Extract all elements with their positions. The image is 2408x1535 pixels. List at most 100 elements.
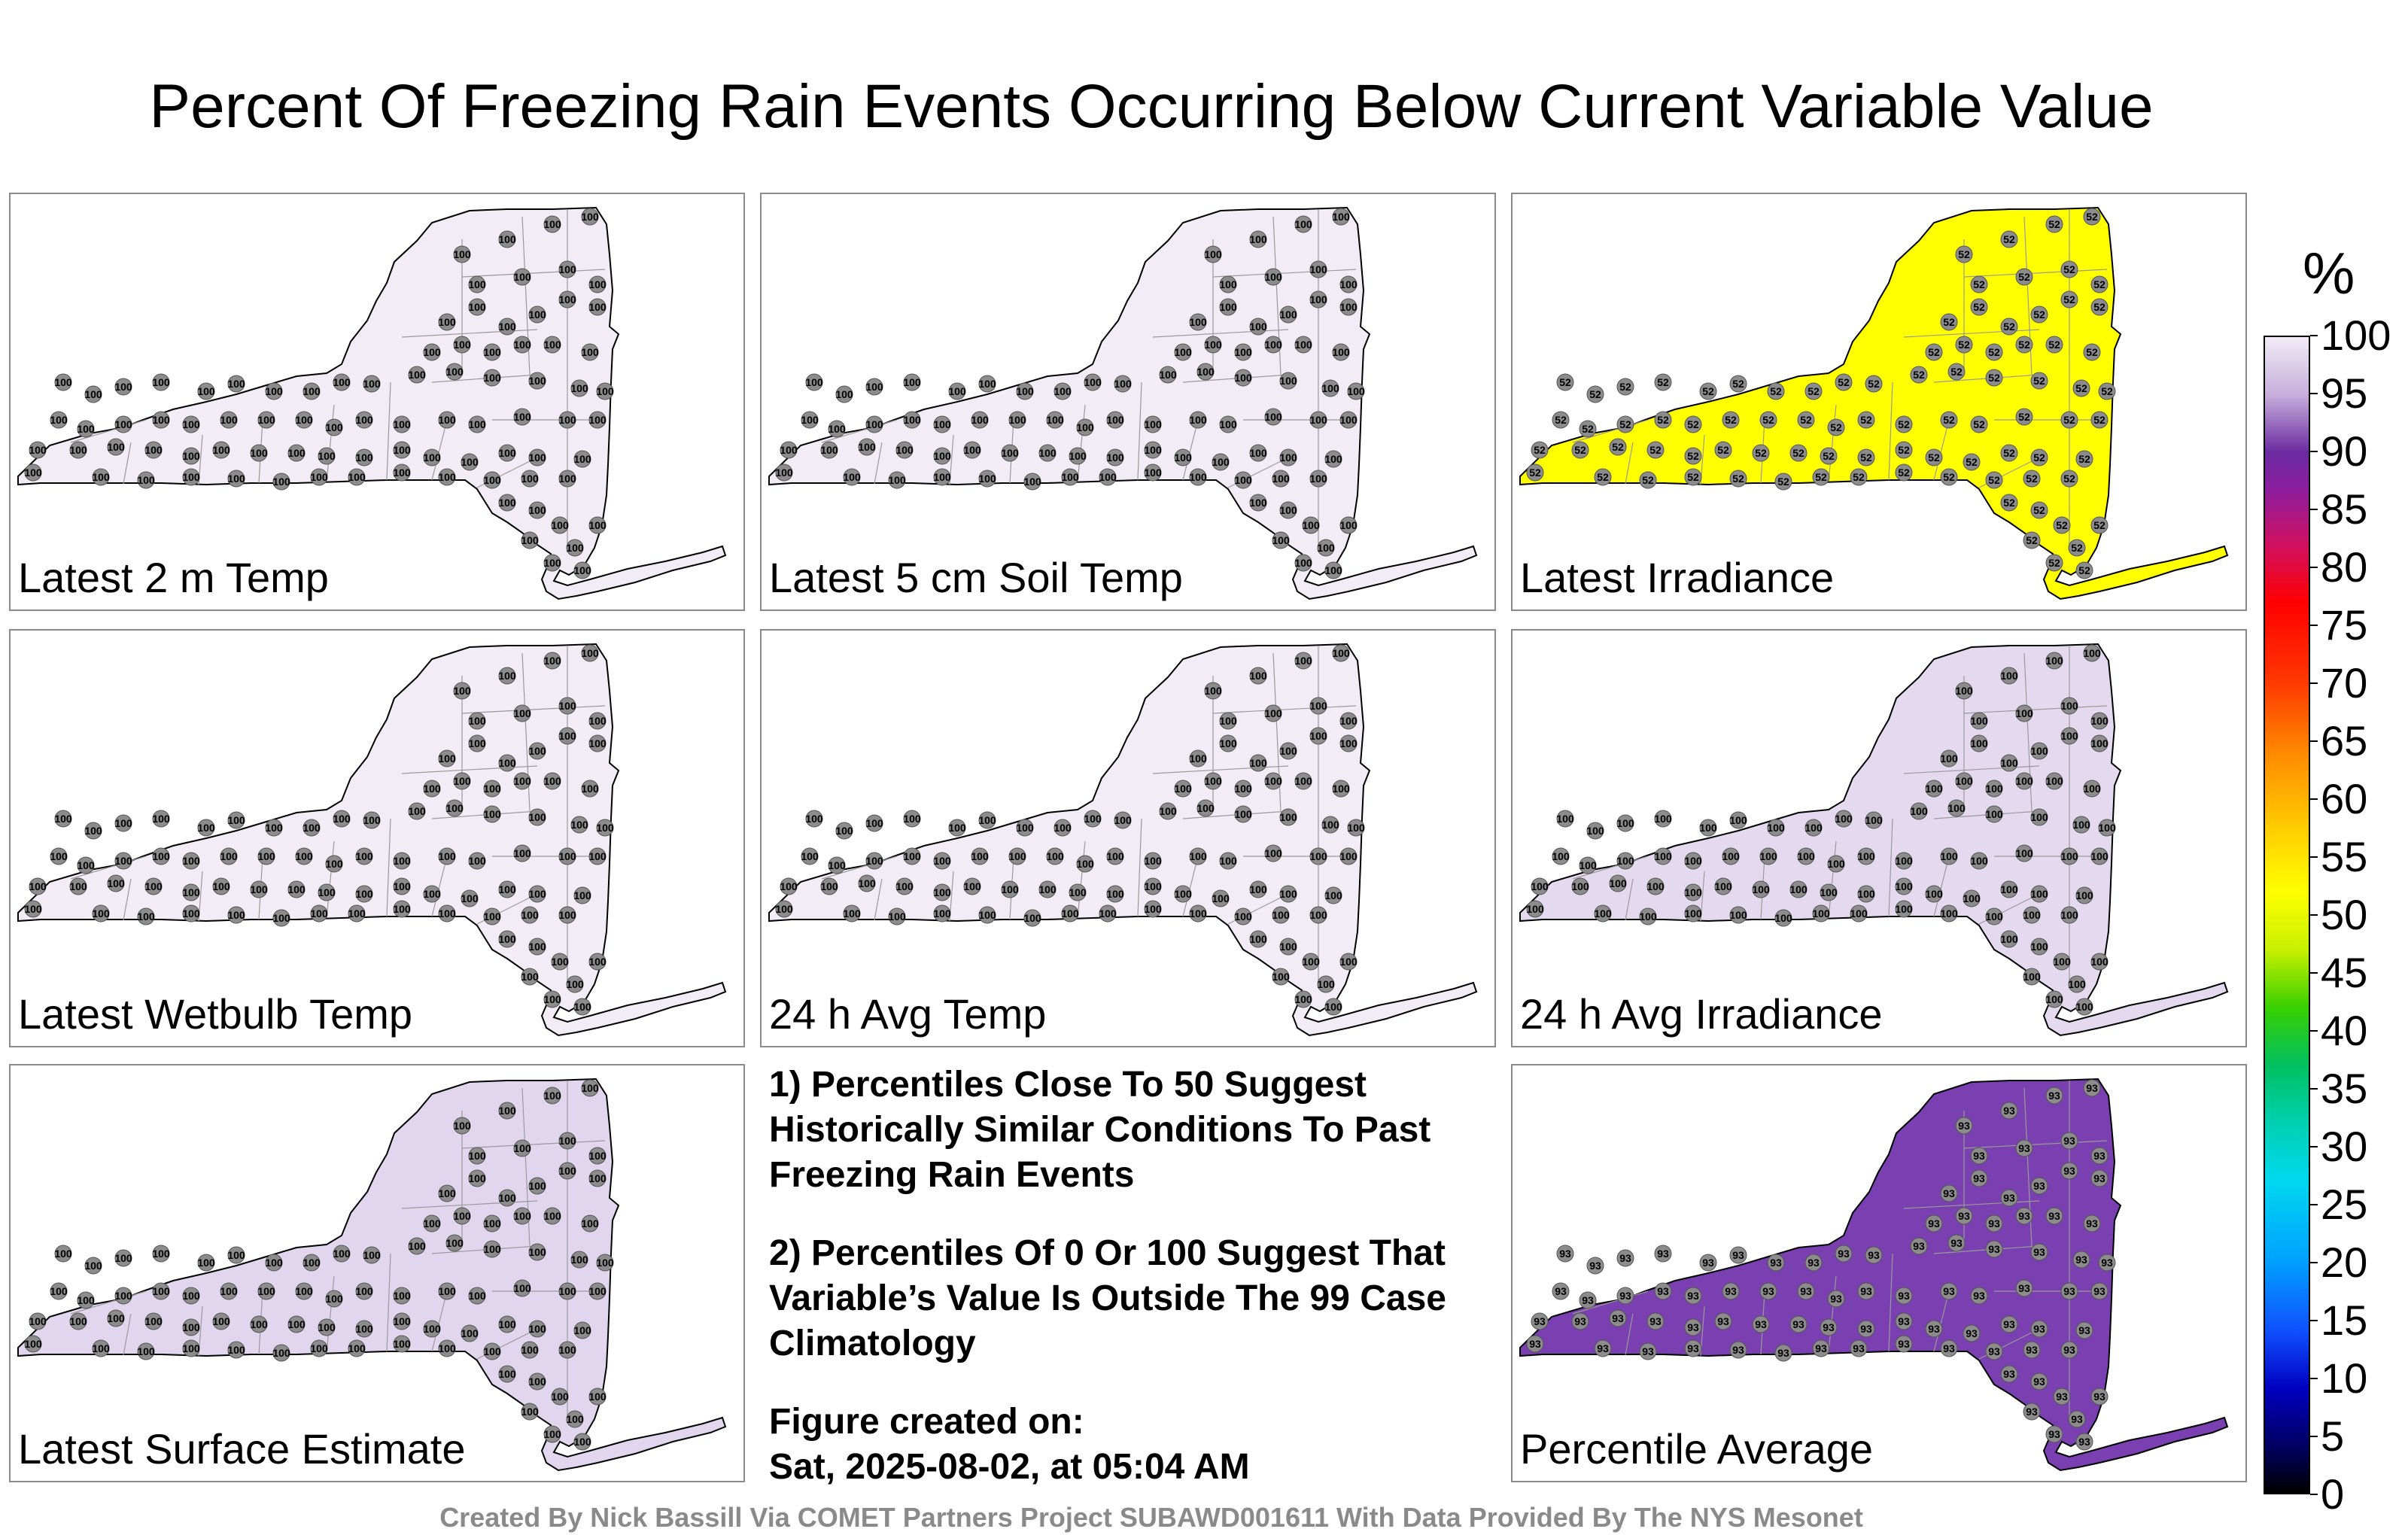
station-marker: 100 (1332, 208, 1350, 226)
station-marker: 93 (2000, 1315, 2018, 1333)
station-value: 100 (144, 1315, 163, 1327)
station-value: 100 (445, 802, 464, 814)
station-marker: 100 (498, 444, 516, 462)
station-value: 100 (528, 375, 546, 387)
station-value: 100 (29, 444, 47, 456)
station-value: 100 (483, 1217, 501, 1230)
station-value: 100 (1925, 783, 1943, 795)
station-value: 100 (272, 476, 290, 488)
station-marker: 100 (588, 1169, 607, 1187)
station-value: 100 (348, 471, 366, 483)
station-value: 100 (498, 933, 516, 945)
station-marker: 52 (2030, 305, 2048, 324)
station-value: 100 (69, 1315, 87, 1327)
station-value: 93 (1589, 1260, 1601, 1272)
station-value: 93 (1534, 1315, 1546, 1327)
station-value: 100 (393, 467, 411, 479)
station-marker: 100 (333, 810, 351, 828)
station-marker: 100 (152, 411, 170, 429)
station-value: 100 (182, 1321, 200, 1333)
station-value: 100 (1219, 301, 1237, 313)
station-marker: 52 (1940, 313, 1958, 331)
station-value: 100 (1321, 819, 1339, 831)
station-marker: 52 (1684, 447, 1702, 465)
map-panel: 100 100 100 100 100 100 100 100 100 100 100 100 100 1… (1511, 629, 2247, 1047)
station-value: 100 (558, 1285, 576, 1297)
station-marker: 93 (1970, 1287, 1988, 1305)
station-value: 100 (1684, 886, 1702, 898)
station-value: 100 (1985, 783, 2003, 795)
station-value: 100 (588, 1150, 607, 1162)
colorbar-tick-label: 95 (2321, 369, 2368, 417)
station-marker: 100 (2098, 819, 2116, 837)
station-value: 100 (2075, 889, 2093, 901)
station-value: 100 (1309, 700, 1327, 712)
station-marker: 100 (498, 318, 516, 336)
station-marker: 100 (588, 411, 607, 429)
colorbar-tick-mark (2310, 451, 2318, 452)
station-marker: 100 (581, 644, 599, 662)
station-marker: 100 (310, 468, 328, 486)
station-marker: 100 (1159, 802, 1177, 820)
station-marker: 100 (1249, 667, 1267, 685)
station-value: 100 (2053, 956, 2071, 968)
station-marker: 100 (1955, 682, 1973, 700)
station-value: 52 (2026, 473, 2038, 485)
station-marker: 100 (521, 531, 539, 549)
station-value: 100 (558, 850, 576, 862)
station-marker: 100 (1144, 441, 1162, 459)
station-marker: 100 (1249, 930, 1267, 948)
station-marker: 100 (84, 1257, 102, 1275)
county-boundary (461, 269, 606, 278)
station-marker: 93 (1940, 1339, 1958, 1357)
station-marker: 100 (828, 856, 846, 874)
station-marker: 100 (325, 855, 343, 873)
station-marker: 100 (1038, 444, 1057, 462)
station-value: 93 (1732, 1344, 1744, 1356)
station-value: 93 (1808, 1257, 1820, 1269)
station-value: 100 (1317, 978, 1335, 990)
station-marker: 100 (558, 260, 576, 278)
station-value: 100 (1339, 737, 1358, 749)
figure-created-value: Sat, 2025-08-02, at 05:04 AM (769, 1447, 1250, 1487)
station-marker: 93 (1729, 1246, 1747, 1264)
station-marker: 100 (2090, 847, 2109, 865)
station-marker: 100 (227, 906, 245, 924)
station-marker: 100 (820, 441, 838, 459)
station-marker: 52 (2015, 408, 2033, 426)
station-value: 100 (1249, 497, 1267, 509)
station-marker: 100 (588, 275, 607, 293)
station-value: 52 (1973, 278, 1985, 290)
station-value: 93 (2018, 1210, 2030, 1222)
station-value: 52 (2063, 293, 2075, 305)
station-value: 100 (212, 880, 230, 892)
station-value: 100 (1264, 271, 1282, 283)
station-marker: 100 (843, 468, 861, 486)
station-marker: 100 (588, 953, 607, 971)
station-marker: 100 (933, 883, 951, 901)
station-value: 100 (521, 909, 539, 921)
station-value: 93 (2033, 1180, 2045, 1192)
station-value: 100 (596, 822, 614, 834)
station-marker: 93 (2000, 1102, 2018, 1120)
station-marker: 52 (2000, 230, 2018, 248)
station-value: 100 (438, 850, 456, 862)
station-marker: 100 (1234, 343, 1252, 361)
county-boundary (70, 419, 147, 443)
panel-label: Latest Irradiance (1520, 554, 1835, 601)
station-value: 100 (865, 817, 883, 829)
station-value: 100 (1159, 369, 1177, 381)
station-value: 100 (2090, 715, 2109, 727)
station-marker: 100 (483, 343, 501, 361)
station-marker: 100 (1294, 772, 1312, 790)
station-marker: 100 (438, 1282, 456, 1300)
station-value: 100 (393, 1315, 411, 1327)
station-marker: 100 (1339, 953, 1358, 971)
station-value: 52 (1649, 444, 1662, 456)
station-value: 100 (1571, 880, 1589, 892)
station-value: 100 (521, 1344, 539, 1356)
station-value: 100 (581, 1082, 599, 1094)
station-value: 52 (1589, 388, 1601, 400)
station-value: 100 (348, 907, 366, 919)
station-value: 100 (528, 1246, 546, 1258)
